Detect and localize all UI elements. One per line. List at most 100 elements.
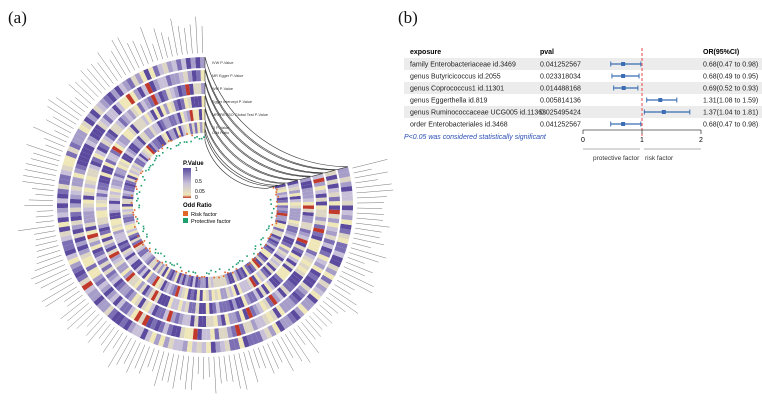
taxon-label-mark: [111, 50, 127, 76]
heatmap-cell: [166, 101, 174, 114]
heatmap-cell: [185, 123, 191, 135]
heatmap-cell: [289, 192, 301, 197]
heatmap-cell: [196, 83, 202, 95]
heatmap-cell: [218, 301, 224, 313]
heatmap-cell: [123, 249, 135, 258]
heatmap-cell: [179, 326, 186, 339]
or-point: [136, 193, 138, 195]
heatmap-cell: [264, 243, 276, 252]
track-label: MRPRESSO Global Test P-Value: [212, 113, 268, 117]
row-stripe: [404, 82, 762, 94]
or-point: [203, 136, 205, 138]
heatmap-cell: [196, 70, 201, 82]
heatmap-cell: [122, 211, 134, 215]
or-legend-title: Odd Ratio: [183, 203, 212, 209]
taxon-label-mark: [80, 70, 103, 94]
heatmap-cell: [132, 240, 144, 249]
heatmap-cell: [263, 326, 273, 339]
heatmap-cell: [89, 239, 101, 248]
heatmap-cell: [141, 314, 151, 327]
heatmap-cell: [212, 302, 217, 314]
heatmap-cell: [137, 116, 148, 128]
heatmap-cell: [85, 225, 97, 232]
or-point: [238, 260, 241, 262]
track-outline: [204, 82, 323, 177]
heatmap-cell: [196, 289, 201, 301]
heatmap-cell: [331, 254, 344, 263]
heatmap-cell: [138, 70, 148, 83]
taxon-label-mark: [356, 196, 387, 199]
heatmap-cell: [114, 169, 126, 177]
taxon-label-mark: [33, 152, 60, 162]
taxon-label-mark: [347, 257, 365, 264]
taxon-label-mark: [74, 81, 95, 101]
heatmap-cell: [130, 258, 141, 269]
heatmap-cell: [96, 216, 109, 222]
heatmap-cell: [113, 277, 124, 289]
heatmap-cell: [181, 313, 188, 326]
heatmap-cell: [298, 261, 311, 271]
heatmap-cell: [148, 257, 158, 268]
taxon-label-mark: [289, 331, 311, 363]
or-point: [143, 240, 146, 242]
heatmap-cell: [114, 313, 126, 326]
pvalue-tick: 0.05: [195, 189, 205, 195]
heatmap-cell: [126, 174, 139, 181]
or-point: [203, 275, 206, 278]
or-point: [196, 136, 198, 138]
or-point: [218, 268, 221, 270]
heatmap-cell: [179, 98, 186, 110]
heatmap-cell: [122, 269, 134, 280]
heatmap-cell: [282, 314, 294, 327]
or-point: [205, 272, 208, 274]
heatmap-cell: [98, 226, 111, 233]
or-point: [148, 247, 151, 250]
heatmap-cell: [148, 80, 157, 93]
heatmap-cell: [71, 264, 84, 275]
heatmap-cell: [275, 270, 287, 281]
heatmap-cell: [81, 147, 93, 156]
heatmap-cell: [299, 176, 312, 183]
or-point: [237, 261, 240, 264]
heatmap-cell: [276, 212, 288, 217]
heatmap-cell: [315, 257, 328, 266]
heatmap-cell: [96, 196, 108, 201]
taxon-label-mark: [116, 337, 132, 365]
heatmap-cell: [279, 265, 291, 276]
heatmap-cell: [292, 246, 304, 255]
heatmap-cell: [249, 290, 258, 303]
heatmap-cell: [67, 145, 80, 155]
track-outline: [204, 108, 298, 184]
heatmap-cell: [116, 236, 128, 245]
heatmap-cell: [134, 72, 144, 85]
heatmap-cell: [78, 247, 91, 256]
heatmap-cell: [243, 293, 252, 306]
or-point: [251, 258, 254, 260]
heatmap-cell: [271, 322, 282, 335]
track-label: WM P-Value: [212, 87, 233, 91]
heatmap-cell: [96, 189, 109, 195]
heatmap-cell: [263, 245, 274, 255]
heatmap-cell: [286, 224, 299, 231]
or-point: [132, 211, 135, 214]
or-point: [154, 248, 157, 251]
heatmap-cell: [98, 141, 110, 151]
or-point: [161, 147, 164, 150]
heatmap-cell: [305, 248, 318, 257]
heatmap-cell: [78, 124, 91, 135]
heatmap-cell: [159, 280, 168, 292]
or-label: 0.68(0.47 to 0.98): [703, 62, 758, 69]
heatmap-cell: [149, 109, 159, 121]
heatmap-cell: [163, 267, 172, 279]
heatmap-cell: [315, 193, 327, 199]
heatmap-cell: [130, 293, 141, 305]
heatmap-cell: [340, 223, 352, 230]
pval-label: 0.025495424: [540, 110, 581, 117]
or-point: [210, 269, 212, 272]
taxon-label-mark: [152, 349, 160, 372]
heatmap-cell: [339, 228, 351, 235]
significance-note: P<0.05 was considered statistically sign…: [404, 134, 547, 141]
heatmap-cell: [170, 324, 178, 337]
heatmap-cell: [102, 164, 114, 172]
heatmap-cell: [226, 272, 233, 285]
